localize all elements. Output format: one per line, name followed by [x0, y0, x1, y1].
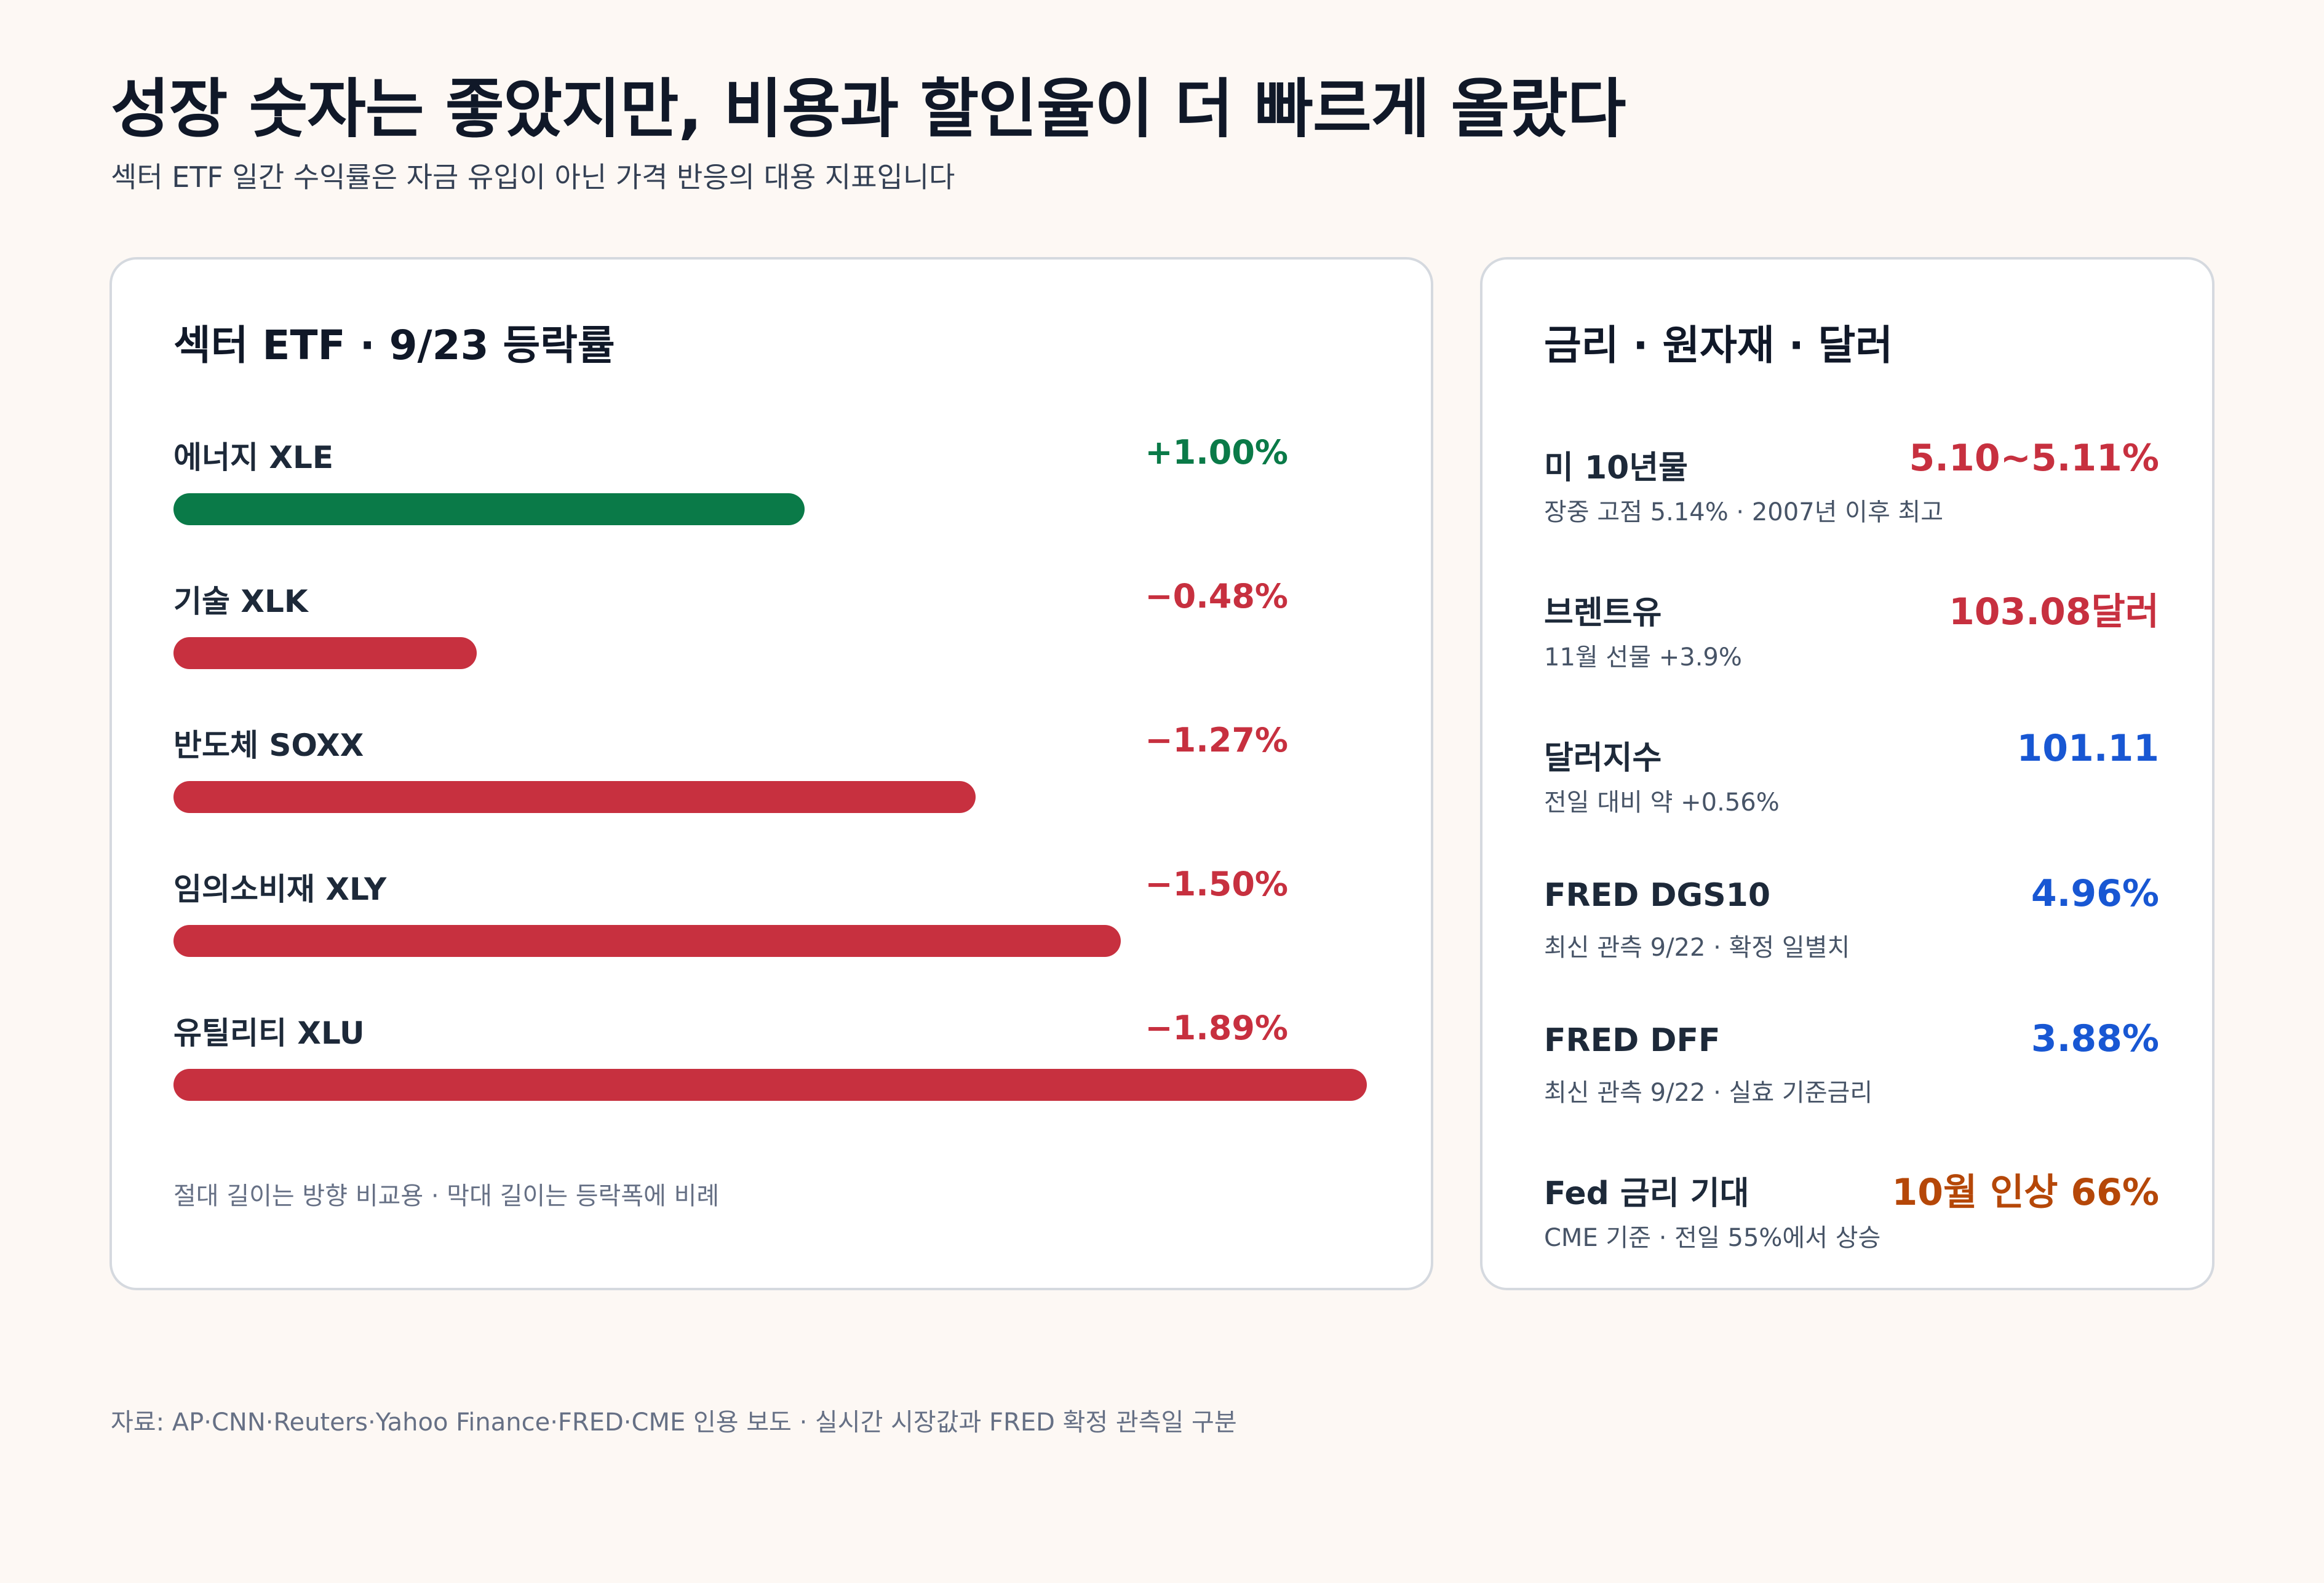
etf-value: −1.50% — [1145, 865, 1288, 903]
etf-label: 기술 XLK — [173, 584, 308, 619]
metric-label: Fed 금리 기대 — [1544, 1175, 1749, 1212]
etf-row-soxx: 반도체 SOXX −1.27% — [173, 721, 1368, 831]
etf-track — [173, 493, 1367, 525]
etf-label: 임의소비재 XLY — [173, 871, 387, 907]
metric-value: 5.10~5.11% — [1909, 437, 2159, 480]
metric-fred-dff: FRED DFF 3.88% 최신 관측 9/22 · 실효 기준금리 — [1544, 1017, 2159, 1133]
etf-bar — [173, 781, 976, 813]
metric-brent: 브렌트유 103.08달러 11월 선물 +3.9% — [1544, 587, 2159, 697]
metric-dxy: 달러지수 101.11 전일 대비 약 +0.56% — [1544, 727, 2159, 843]
metric-value: 3.88% — [2031, 1017, 2159, 1060]
metric-us10y: 미 10년물 5.10~5.11% 장중 고점 5.14% · 2007년 이후… — [1544, 437, 2159, 552]
etf-row-xlu: 유틸리티 XLU −1.89% — [173, 1009, 1368, 1119]
metric-sub: CME 기준 · 전일 55%에서 상승 — [1544, 1224, 1881, 1252]
sector-etf-card-title: 섹터 ETF · 9/23 등락률 — [173, 322, 615, 369]
etf-label: 반도체 SOXX — [173, 728, 364, 763]
metric-value: 103.08달러 — [1949, 590, 2159, 633]
page-subtitle: 섹터 ETF 일간 수익률은 자금 유입이 아닌 가격 반응의 대용 지표입니다 — [111, 161, 955, 194]
etf-value: −1.89% — [1145, 1009, 1288, 1047]
etf-row-xlk: 기술 XLK −0.48% — [173, 577, 1368, 688]
metrics-card-title: 금리 · 원자재 · 달러 — [1544, 322, 1893, 369]
metric-label: FRED DGS10 — [1544, 877, 1771, 914]
page-title: 성장 숫자는 좋았지만, 비용과 할인율이 더 빠르게 올랐다 — [111, 71, 1626, 146]
etf-track — [173, 1069, 1367, 1101]
etf-value: −0.48% — [1145, 577, 1288, 616]
etf-row-xly: 임의소비재 XLY −1.50% — [173, 865, 1368, 975]
etf-value: −1.27% — [1145, 721, 1288, 760]
etf-bar — [173, 1069, 1367, 1101]
etf-bar — [173, 925, 1121, 957]
metric-label: 달러지수 — [1544, 740, 1662, 777]
metric-sub: 11월 선물 +3.9% — [1544, 643, 1742, 672]
metric-sub: 최신 관측 9/22 · 확정 일별치 — [1544, 934, 1850, 962]
rates-commodities-dollar-card: 금리 · 원자재 · 달러 미 10년물 5.10~5.11% 장중 고점 5.… — [1480, 257, 2215, 1290]
metric-sub: 최신 관측 9/22 · 실효 기준금리 — [1544, 1079, 1873, 1107]
metric-label: FRED DFF — [1544, 1022, 1721, 1059]
metric-label: 미 10년물 — [1544, 450, 1688, 486]
etf-track — [173, 925, 1367, 957]
metric-sub: 장중 고점 5.14% · 2007년 이후 최고 — [1544, 498, 1944, 526]
etf-track — [173, 637, 1367, 669]
chart-note: 절대 길이는 방향 비교용 · 막대 길이는 등락폭에 비례 — [173, 1182, 720, 1210]
metric-value: 101.11 — [2016, 727, 2159, 770]
etf-bar — [173, 637, 477, 669]
etf-value: +1.00% — [1145, 433, 1288, 472]
etf-label: 유틸리티 XLU — [173, 1015, 365, 1051]
sector-etf-card: 섹터 ETF · 9/23 등락률 에너지 XLE +1.00% 기술 XLK … — [109, 257, 1433, 1290]
source-footnote: 자료: AP·CNN·Reuters·Yahoo Finance·FRED·CM… — [111, 1408, 1237, 1437]
etf-row-xle: 에너지 XLE +1.00% — [173, 433, 1368, 544]
etf-label: 에너지 XLE — [173, 440, 333, 475]
metric-value: 4.96% — [2031, 872, 2159, 915]
metric-label: 브렌트유 — [1544, 595, 1662, 632]
metric-sub: 전일 대비 약 +0.56% — [1544, 788, 1780, 817]
etf-track — [173, 781, 1367, 813]
metric-fed-expectation: Fed 금리 기대 10월 인상 66% CME 기준 · 전일 55%에서 상… — [1544, 1167, 2159, 1278]
etf-bar — [173, 493, 805, 525]
metric-fred-dgs10: FRED DGS10 4.96% 최신 관측 9/22 · 확정 일별치 — [1544, 872, 2159, 988]
metric-value: 10월 인상 66% — [1892, 1171, 2160, 1214]
